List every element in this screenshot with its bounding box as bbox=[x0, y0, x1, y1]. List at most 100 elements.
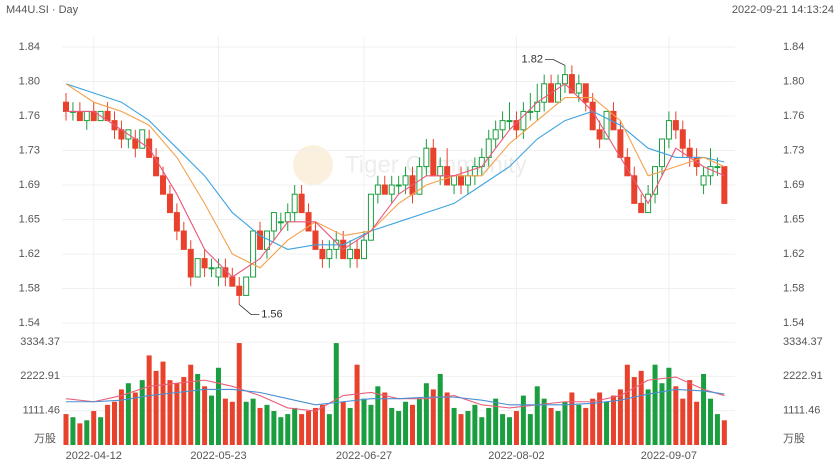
volume-bar bbox=[486, 407, 492, 445]
candle-body bbox=[700, 175, 707, 186]
candle-body bbox=[395, 184, 402, 187]
candle-body bbox=[194, 258, 201, 278]
volume-bar bbox=[444, 392, 450, 445]
volume-bar bbox=[507, 417, 513, 445]
candle-body bbox=[360, 239, 367, 260]
volume-bar bbox=[271, 411, 277, 445]
y-tick-label-right: 1.62 bbox=[783, 248, 804, 260]
candle-body bbox=[236, 285, 243, 296]
watermark-logo bbox=[293, 145, 333, 185]
volume-bar bbox=[714, 414, 720, 445]
x-tick-label: 2022-05-23 bbox=[190, 450, 246, 462]
volume-bar bbox=[597, 392, 603, 445]
candle-body bbox=[707, 166, 714, 177]
volume-bar bbox=[153, 370, 159, 445]
volume-bar bbox=[174, 383, 180, 445]
volume-bar bbox=[319, 404, 325, 445]
volume-bar bbox=[98, 417, 104, 445]
volume-bar bbox=[285, 414, 291, 445]
volume-bar bbox=[610, 395, 616, 445]
candle-body bbox=[187, 248, 194, 278]
volume-bar bbox=[326, 414, 332, 445]
volume-tick-label: 3334.37 bbox=[20, 336, 60, 348]
candle-body bbox=[160, 175, 167, 195]
y-tick-label: 1.73 bbox=[19, 144, 40, 156]
moving-average-line bbox=[65, 83, 725, 250]
volume-bar bbox=[243, 401, 249, 445]
volume-bar bbox=[680, 398, 686, 445]
volume-bar bbox=[403, 401, 409, 445]
volume-bar bbox=[707, 398, 713, 445]
volume-bar bbox=[604, 401, 610, 445]
candle-body bbox=[139, 129, 146, 149]
volume-bar bbox=[278, 417, 284, 445]
candle-body bbox=[506, 120, 513, 123]
volume-bar bbox=[645, 389, 651, 445]
candle-body bbox=[63, 101, 69, 112]
volume-tick-label-right: 2222.91 bbox=[783, 370, 823, 382]
volume-bar bbox=[701, 373, 707, 445]
volume-tick-label: 1111.46 bbox=[23, 405, 60, 417]
candle-body bbox=[617, 129, 624, 158]
max-leader bbox=[544, 59, 566, 66]
candle-body bbox=[721, 166, 728, 204]
volume-bar bbox=[666, 367, 672, 445]
y-tick-label: 1.65 bbox=[19, 213, 40, 225]
candle-body bbox=[492, 129, 499, 140]
volume-bar bbox=[659, 383, 665, 445]
volume-bar bbox=[77, 423, 83, 445]
candle-body bbox=[277, 221, 284, 224]
y-tick-label-right: 1.73 bbox=[783, 144, 804, 156]
candle-body bbox=[180, 230, 187, 250]
candle-body bbox=[173, 212, 180, 232]
volume-bar bbox=[576, 404, 582, 445]
candle-body bbox=[672, 120, 679, 131]
chart-title: M44U.SI · Day bbox=[6, 4, 79, 16]
volume-bar bbox=[472, 404, 478, 445]
candle-body bbox=[326, 248, 333, 260]
volume-bar bbox=[292, 407, 298, 445]
moving-average-line bbox=[65, 83, 725, 269]
y-tick-label-right: 1.65 bbox=[783, 213, 804, 225]
y-tick-label-right: 1.58 bbox=[783, 282, 804, 294]
y-tick-label-right: 1.69 bbox=[783, 179, 804, 191]
volume-bar bbox=[416, 398, 422, 445]
volume-bar bbox=[361, 398, 367, 445]
candle-body bbox=[250, 230, 257, 278]
volume-bar bbox=[70, 417, 76, 445]
candle-body bbox=[291, 193, 298, 214]
volume-bar bbox=[382, 392, 388, 445]
volume-bar bbox=[368, 404, 374, 445]
timestamp: 2022-09-21 14:13:24 bbox=[732, 4, 834, 16]
volume-bar bbox=[215, 367, 221, 445]
volume-tick-label-right: 1111.46 bbox=[783, 405, 820, 417]
volume-bar bbox=[410, 404, 415, 445]
volume-bar bbox=[652, 364, 658, 445]
candle-body bbox=[555, 83, 562, 103]
x-tick-label: 2022-09-07 bbox=[641, 450, 697, 462]
volume-bar bbox=[437, 373, 443, 445]
candle-body bbox=[589, 101, 596, 131]
volume-bar bbox=[299, 414, 305, 445]
volume-bar bbox=[209, 395, 215, 445]
volume-bar bbox=[347, 407, 353, 445]
volume-bar bbox=[534, 386, 540, 445]
candle-body bbox=[402, 175, 409, 186]
candle-body bbox=[208, 267, 215, 270]
volume-bar bbox=[555, 411, 561, 445]
volume-bar bbox=[333, 343, 339, 445]
volume-bar bbox=[465, 411, 471, 445]
candle-body bbox=[631, 175, 638, 204]
volume-bar bbox=[583, 407, 589, 445]
volume-bar bbox=[687, 380, 693, 445]
volume-bar bbox=[694, 401, 700, 445]
candle-body bbox=[638, 202, 645, 214]
y-tick-label: 1.84 bbox=[19, 41, 40, 53]
candle-body bbox=[478, 156, 485, 168]
candle-body bbox=[284, 212, 291, 223]
y-tick-label: 1.76 bbox=[19, 110, 40, 122]
volume-bar bbox=[306, 411, 312, 445]
volume-bar bbox=[112, 401, 118, 445]
candle-body bbox=[541, 83, 548, 103]
